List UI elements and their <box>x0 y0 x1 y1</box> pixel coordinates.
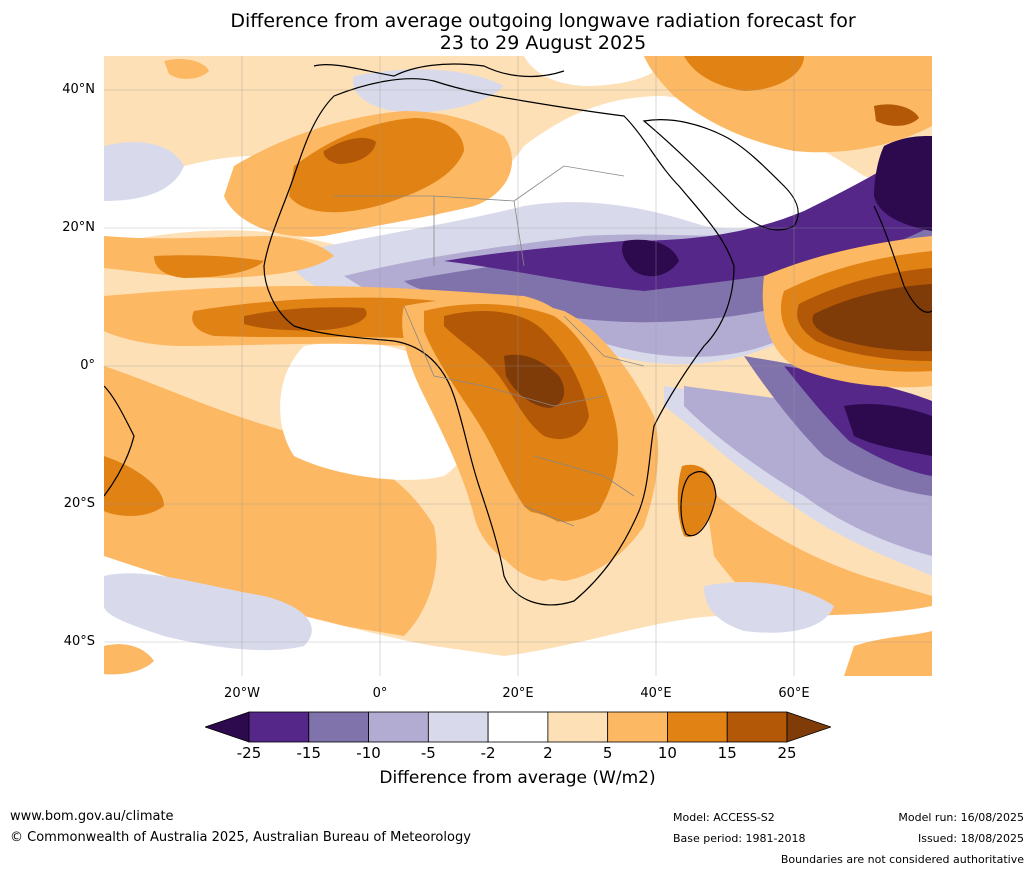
contour-fill <box>494 510 568 581</box>
colorbar-extend-low <box>205 711 250 743</box>
contour-fill <box>524 56 664 86</box>
colorbar-swatch <box>547 711 609 743</box>
lon-label-40e: 40°E <box>640 686 672 701</box>
contour-fill <box>104 456 164 516</box>
colorbar-tick-label: 25 <box>777 744 797 762</box>
footer-model-run: Model run: 16/08/2025 <box>898 811 1024 824</box>
colorbar-swatch <box>667 711 728 743</box>
contour-fill <box>874 104 919 126</box>
contour-fill <box>164 59 209 79</box>
contour-fill <box>424 304 619 522</box>
colorbar-swatch <box>607 711 668 743</box>
colorbar-label: Difference from average (W/m2) <box>379 768 656 788</box>
olr-anomaly-map <box>104 56 932 676</box>
lat-label-20s: 20°S <box>63 496 95 511</box>
contour-fill <box>504 354 565 408</box>
lon-label-20e: 20°E <box>502 686 534 701</box>
europe-coastline <box>313 63 565 78</box>
colorbar-swatch <box>368 711 429 743</box>
colorbar-tick-label: 15 <box>717 744 737 762</box>
colorbar-tick-label: 5 <box>602 744 613 762</box>
colorbar-tick-label: -10 <box>356 744 381 762</box>
lat-label-20n: 20°N <box>62 220 95 235</box>
contour-fill <box>677 464 716 537</box>
colorbar-tick-label: 10 <box>657 744 677 762</box>
contour-fill <box>104 142 184 201</box>
colorbar-tick-label: -15 <box>296 744 322 762</box>
contour-fill <box>289 118 464 213</box>
colorbar-swatch <box>487 711 549 743</box>
contour-fill <box>323 137 376 164</box>
country-borders <box>334 165 645 527</box>
colorbar-swatch <box>427 711 489 743</box>
lat-label-40n: 40°N <box>62 82 95 97</box>
footer-base-period: Base period: 1981-2018 <box>673 832 806 845</box>
colorbar-tick-label: -2 <box>480 744 496 762</box>
colorbar-swatch <box>726 711 788 743</box>
contour-fill <box>104 556 932 676</box>
footer-model: Model: ACCESS-S2 <box>673 811 775 824</box>
footer-website: www.bom.gov.au/climate <box>10 809 174 824</box>
gridlines <box>104 56 932 676</box>
india-coastline <box>873 205 932 313</box>
colorbar-swatch <box>308 711 369 743</box>
contour-fill <box>244 307 367 331</box>
contour-fill <box>104 573 312 651</box>
contour-fill <box>812 284 932 352</box>
lon-label-0: 0° <box>372 686 388 701</box>
lat-label-40s: 40°S <box>63 634 95 649</box>
contour-fill <box>104 366 437 636</box>
contour-fill <box>154 255 264 278</box>
contour-fill <box>104 644 154 675</box>
contour-fill <box>684 56 804 91</box>
colorbar-tick-label: 2 <box>543 744 553 762</box>
colorbar-tick-label: -5 <box>420 744 436 762</box>
footer-copyright: © Commonwealth of Australia 2025, Austra… <box>10 830 471 845</box>
title-line-1: Difference from average outgoing longwav… <box>230 10 856 32</box>
arabia-coastline <box>642 119 799 231</box>
contour-fill <box>704 582 834 633</box>
colorbar <box>205 711 831 743</box>
contour-fill <box>844 404 932 456</box>
colorbar-tick-label: -25 <box>236 744 262 762</box>
footer-issued: Issued: 18/08/2025 <box>917 832 1024 845</box>
contour-fill <box>874 136 932 231</box>
map-svg <box>104 56 932 676</box>
lat-label-0: 0° <box>80 358 95 373</box>
contour-fill <box>444 136 932 291</box>
map-title: Difference from average outgoing longwav… <box>0 10 1035 54</box>
south-america-coastline <box>104 385 135 497</box>
lon-label-60e: 60°E <box>778 686 810 701</box>
contour-fill <box>622 239 679 277</box>
footer-disclaimer: Boundaries are not considered authoritat… <box>780 853 1024 866</box>
colorbar-swatch <box>248 711 310 743</box>
colorbar-extend-high <box>786 711 831 743</box>
lon-label-20w: 20°W <box>224 686 260 701</box>
madagascar-coastline <box>680 471 717 537</box>
title-line-2: 23 to 29 August 2025 <box>439 32 647 54</box>
africa-coastline <box>263 78 735 606</box>
